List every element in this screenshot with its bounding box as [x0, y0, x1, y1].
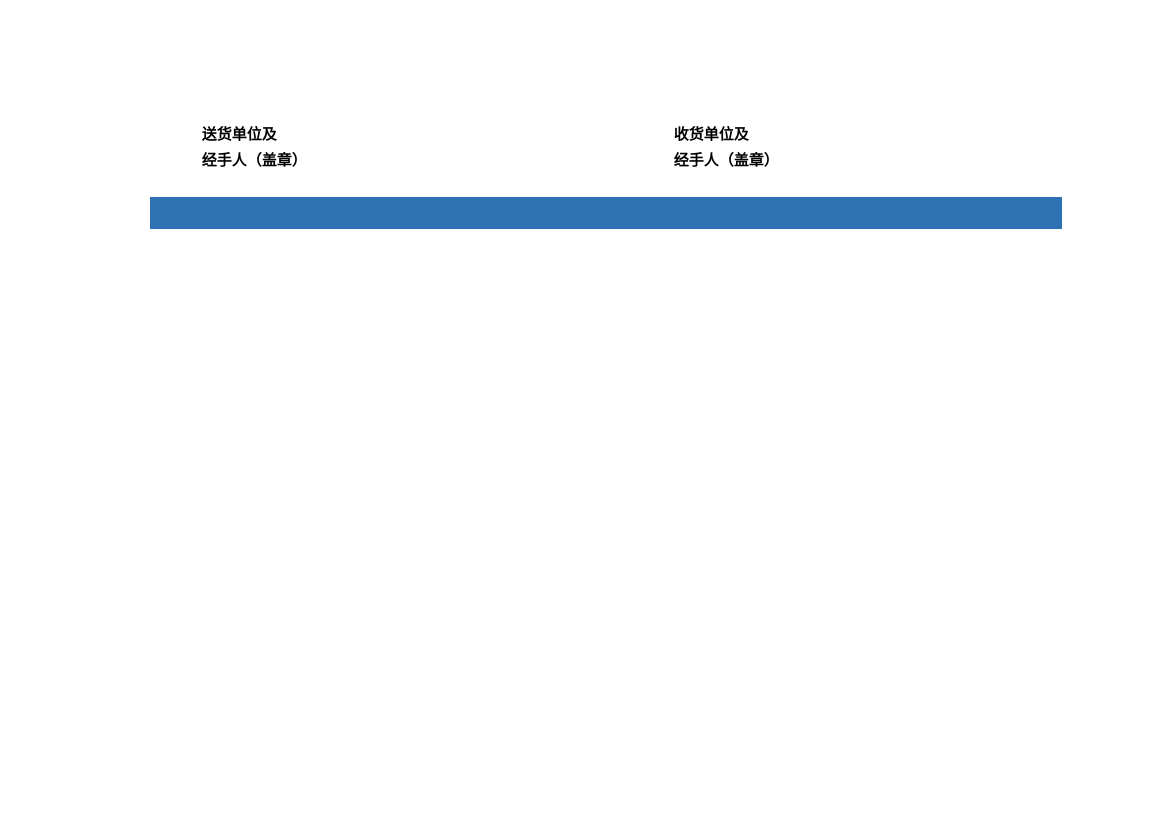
receiver-signature-block: 收货单位及 经手人（盖章） — [606, 122, 1062, 173]
signature-row: 送货单位及 经手人（盖章） 收货单位及 经手人（盖章） — [150, 122, 1062, 173]
document-section: 送货单位及 经手人（盖章） 收货单位及 经手人（盖章） — [150, 122, 1062, 229]
sender-line1: 送货单位及 — [202, 122, 606, 148]
footer-bar — [150, 197, 1062, 229]
receiver-line2: 经手人（盖章） — [674, 148, 1062, 174]
sender-line2: 经手人（盖章） — [202, 148, 606, 174]
sender-signature-block: 送货单位及 经手人（盖章） — [150, 122, 606, 173]
receiver-line1: 收货单位及 — [674, 122, 1062, 148]
